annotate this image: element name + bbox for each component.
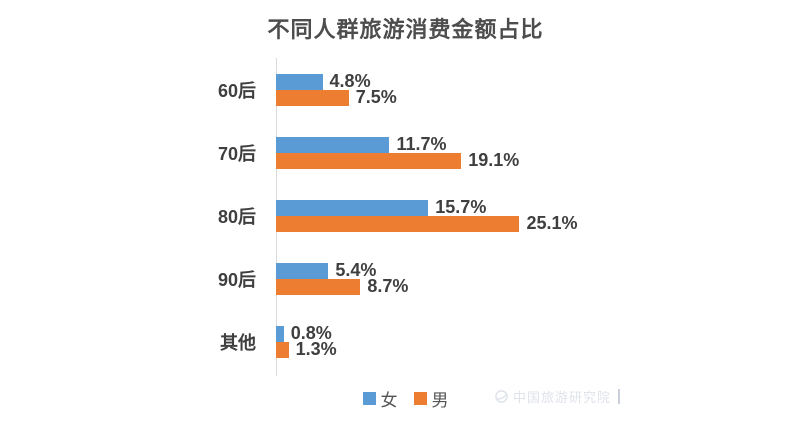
bar-line: 15.7% [276,197,578,217]
category-label: 其他 [220,332,256,353]
bar-row: 80后 15.7% 25.1% [0,184,811,247]
watermark-divider [618,389,621,404]
bar-group: 5.4% 8.7% [276,260,409,296]
legend-label: 男 [431,391,449,410]
female-value-label: 5.4% [335,260,377,280]
watermark: 中国旅游研究院 [494,387,621,406]
female-bar [276,325,284,342]
legend-label: 女 [380,391,398,410]
bar-row: 其他 0.8% 1.3% [0,310,811,373]
bar-group: 0.8% 1.3% [276,323,337,359]
female-bar [276,136,390,153]
bar-row: 60后 4.8% 7.5% [0,58,811,121]
legend: 女男 [0,386,811,411]
bar-line: 11.7% [276,134,519,154]
bar-line: 5.4% [276,260,408,280]
male-bar [276,89,349,106]
female-value-label: 11.7% [396,134,447,154]
male-value-label: 1.3% [295,339,337,359]
male-bar [276,152,462,169]
female-bar [276,199,429,216]
bar-row: 70后 11.7% 19.1% [0,121,811,184]
watermark-text: 中国旅游研究院 [513,390,612,405]
bar-rows: 60后 4.8% 7.5% 70后 11.7% 19.1% 80后 15.7% 25.1% 90后… [0,58,811,373]
legend-swatch-female [362,392,376,405]
bar-row: 90后 5.4% 8.7% [0,247,811,310]
bar-group: 15.7% 25.1% [276,197,578,233]
bar-group: 4.8% 7.5% [276,71,397,107]
female-value-label: 15.7% [435,197,487,217]
male-value-label: 19.1% [468,150,520,170]
male-bar [276,341,289,358]
female-value-label: 4.8% [329,71,371,91]
male-value-label: 25.1% [526,213,578,233]
female-bar [276,73,323,90]
bar-line: 1.3% [276,339,337,359]
bar-line: 7.5% [276,87,397,107]
male-value-label: 8.7% [367,276,409,296]
female-value-label: 0.8% [290,323,332,343]
category-label: 90后 [217,269,256,290]
category-label: 80后 [217,206,256,227]
male-value-label: 7.5% [355,87,397,107]
globe-icon [494,389,509,404]
legend-swatch-male [413,392,427,405]
bar-line: 19.1% [276,150,520,170]
female-bar [276,262,329,279]
legend-item-male: 男 [413,386,449,411]
legend-item-female: 女 [362,386,398,411]
bar-line: 4.8% [276,71,397,91]
male-bar [276,215,520,232]
category-label: 70后 [217,143,256,164]
bar-group: 11.7% 19.1% [276,134,520,170]
male-bar [276,278,361,295]
category-label: 60后 [217,80,256,101]
bar-line: 25.1% [276,213,578,233]
bar-line: 8.7% [276,276,409,296]
chart-title: 不同人群旅游消费金额占比 [267,17,544,42]
bar-line: 0.8% [276,323,337,343]
